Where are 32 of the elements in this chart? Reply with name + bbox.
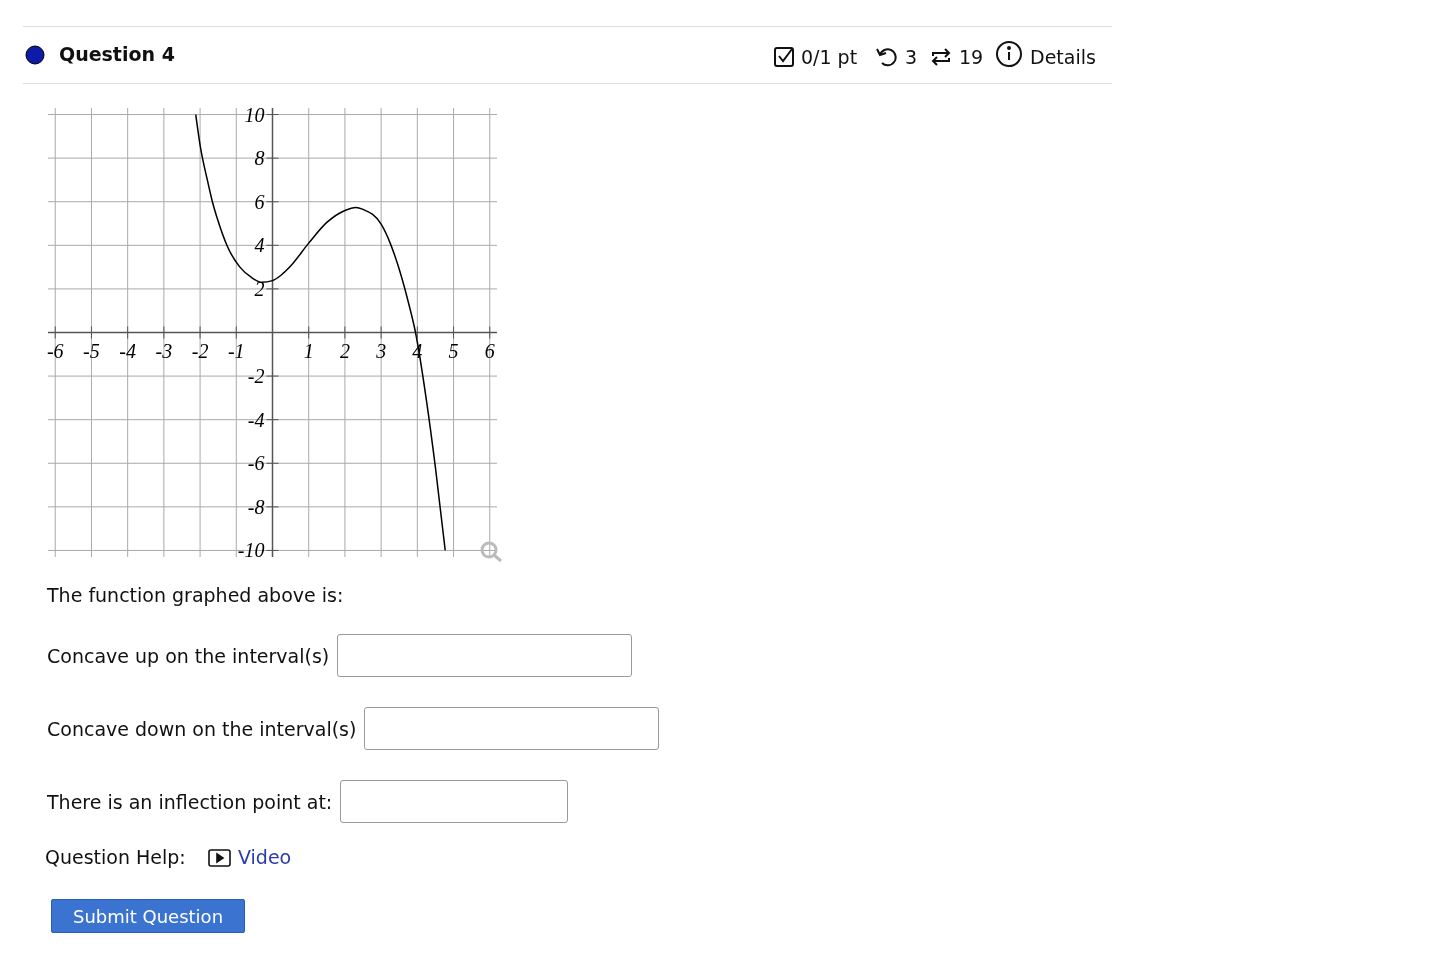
x-tick-label: 1 — [303, 339, 314, 362]
y-tick-label: 8 — [254, 147, 265, 170]
x-tick-label: 2 — [339, 339, 350, 362]
y-tick-label: -8 — [247, 495, 265, 518]
y-tick-label: -10 — [237, 539, 265, 562]
text: Question 4 — [59, 43, 175, 65]
x-tick-label: -4 — [119, 339, 136, 362]
text: The function graphed above is: — [47, 584, 344, 606]
x-tick-label: -1 — [227, 339, 245, 362]
text: Concave down on the interval(s) — [47, 717, 357, 740]
y-tick-label: -2 — [247, 365, 265, 388]
y-tick-label: -4 — [247, 408, 265, 431]
submit-button: Submit Question — [51, 899, 245, 933]
text: There is an inflection point at: — [47, 790, 333, 813]
x-tick-label: 5 — [448, 339, 459, 362]
text: Details — [1030, 46, 1096, 68]
x-tick-label: 3 — [375, 339, 387, 362]
x-tick-label: -5 — [83, 339, 100, 362]
y-tick-label: 6 — [254, 190, 265, 213]
x-tick-label: -6 — [46, 339, 64, 362]
y-tick-label: -6 — [247, 452, 265, 475]
text: 3 — [905, 46, 918, 68]
text: Concave up on the interval(s) — [47, 644, 330, 667]
y-tick-label: 4 — [254, 234, 265, 257]
text: Question Help: — [45, 846, 186, 868]
x-tick-label: -3 — [155, 339, 173, 362]
x-tick-label: -2 — [191, 339, 209, 362]
x-tick-label: 6 — [484, 339, 495, 362]
text: 19 — [959, 46, 984, 68]
text: Video — [238, 846, 292, 868]
text: 0/1 pt — [801, 46, 858, 68]
y-tick-label: 10 — [244, 103, 265, 126]
